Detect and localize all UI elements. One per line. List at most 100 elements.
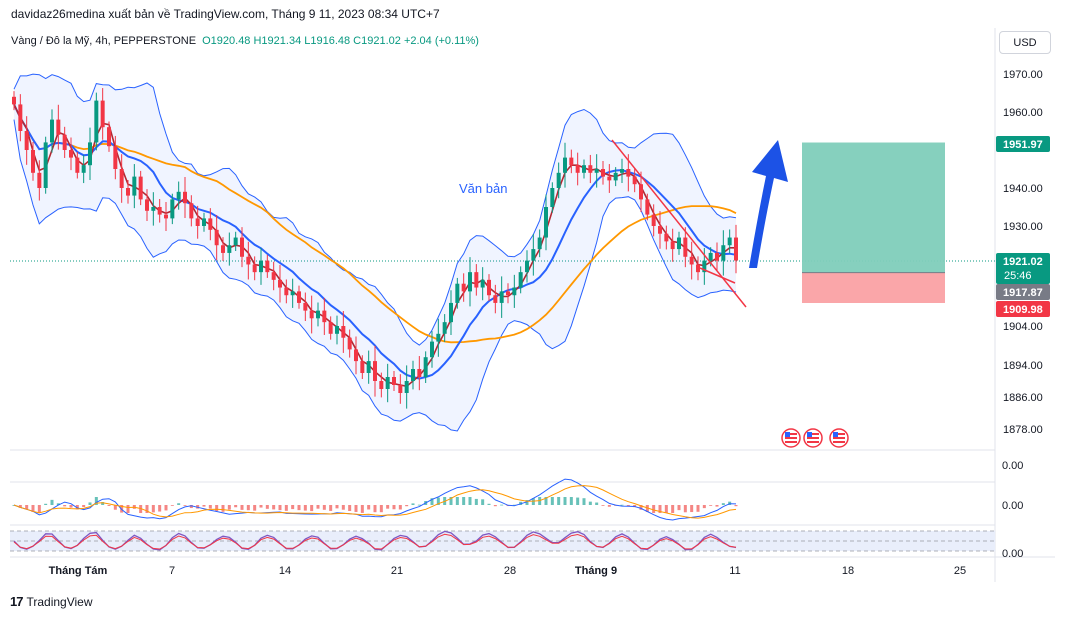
- macd-histogram-bar: [107, 505, 111, 506]
- trendline-lower[interactable]: [699, 267, 736, 284]
- macd-histogram-bar: [253, 505, 257, 511]
- candle-body: [119, 169, 124, 188]
- candle-body: [734, 237, 738, 261]
- macd-histogram-bar: [474, 498, 478, 505]
- candle-body: [373, 361, 377, 381]
- time-tick-label: 14: [279, 565, 291, 577]
- candle-body: [366, 361, 371, 373]
- macd-histogram-bar: [164, 505, 168, 511]
- bollinger-fill: [14, 74, 736, 431]
- candle-body: [677, 237, 681, 250]
- candle-body: [56, 119, 61, 135]
- macd-histogram-bar: [50, 499, 54, 505]
- macd-histogram-bar: [63, 505, 67, 507]
- macd-histogram-bar: [37, 505, 41, 513]
- macd-histogram-bar: [341, 505, 345, 510]
- candle-body: [62, 134, 67, 150]
- price-axis[interactable]: 1970.00 1960.00 1940.00 1930.00 1904.00 1894.…: [1003, 69, 1043, 436]
- macd-histogram-bar: [493, 505, 497, 507]
- time-tick-label: 11: [729, 565, 740, 577]
- macd-histogram-bar: [82, 505, 86, 508]
- oscillator-panels: [12, 478, 738, 551]
- tradingview-logo[interactable]: 17 TradingView: [10, 594, 93, 609]
- macd-histogram-bar: [221, 505, 225, 512]
- economic-event-icons[interactable]: [781, 428, 849, 448]
- macd-histogram-bar: [126, 505, 130, 513]
- macd-histogram-bar: [677, 505, 681, 511]
- candle-body: [430, 341, 434, 358]
- macd-histogram-bar: [183, 505, 187, 506]
- candle-body: [449, 302, 453, 323]
- candle-body: [499, 291, 504, 303]
- macd-histogram-bar: [291, 505, 295, 510]
- candle-body: [309, 310, 314, 319]
- trade-position-box[interactable]: [802, 142, 945, 303]
- candle-body: [626, 169, 631, 177]
- macd-histogram-bar: [645, 505, 649, 512]
- macd-histogram-bar: [430, 498, 434, 505]
- candle-body: [354, 349, 358, 362]
- us-flag-icon[interactable]: [781, 428, 801, 448]
- macd-histogram-bar: [329, 505, 333, 511]
- publisher-line: davidaz26medina xuất bản về TradingView.…: [11, 7, 440, 21]
- symbol-name[interactable]: Vàng / Đô la Mỹ, 4h, PEPPERSTONE: [11, 35, 197, 47]
- candle-body: [525, 260, 529, 273]
- macd-histogram-bar: [658, 505, 662, 513]
- trendline-upper[interactable]: [611, 139, 747, 308]
- candle-body: [88, 142, 92, 166]
- macd-histogram-bar: [626, 505, 630, 506]
- currency-button[interactable]: USD: [999, 31, 1051, 54]
- macd-histogram-bar: [360, 505, 364, 513]
- macd-histogram-bar: [500, 504, 504, 506]
- time-tick-label: Tháng Tám: [49, 565, 108, 577]
- candle-body: [455, 283, 460, 303]
- price-tick-label: 1886.00: [1003, 392, 1043, 404]
- candle-body: [328, 322, 333, 334]
- tradingview-logo-icon: 17: [10, 594, 24, 609]
- candle-body: [360, 361, 365, 373]
- macd-zero-label: 0.00: [1002, 500, 1023, 512]
- candle-body: [550, 188, 555, 207]
- candle-body: [392, 377, 396, 385]
- candle-body: [214, 229, 219, 246]
- candle-body: [69, 150, 73, 158]
- us-flag-icon[interactable]: [829, 428, 849, 448]
- price-tick-label: 1894.00: [1003, 360, 1043, 372]
- text-annotation[interactable]: Văn bản: [459, 181, 507, 196]
- svg-text:1921.02: 1921.02: [1003, 256, 1043, 268]
- macd-histogram-bar: [208, 505, 212, 509]
- macd-histogram-bar: [715, 505, 719, 507]
- candle-body: [290, 291, 295, 296]
- macd-histogram-bar: [455, 497, 459, 505]
- candle-body: [639, 184, 643, 200]
- candle-body: [151, 207, 156, 211]
- candle-body: [702, 260, 707, 273]
- macd-histogram-bar: [44, 503, 48, 505]
- candle-body: [664, 233, 669, 242]
- candle-body: [708, 252, 713, 261]
- macd-histogram-bar: [696, 505, 700, 512]
- time-tick-label: Tháng 9: [575, 565, 617, 577]
- time-tick-label: 21: [391, 565, 403, 577]
- macd-histogram-bar: [386, 505, 390, 509]
- macd-histogram-bar: [215, 505, 219, 511]
- up-arrow-icon[interactable]: [749, 140, 788, 268]
- candle-body: [221, 245, 225, 253]
- candle-body: [556, 172, 561, 188]
- macd-histogram-bar: [284, 505, 288, 511]
- macd-histogram-bar: [25, 505, 29, 510]
- us-flag-icon[interactable]: [803, 428, 823, 448]
- candle-body: [537, 237, 542, 250]
- time-axis[interactable]: Tháng Tám 7 14 21 28 Tháng 9 11 18 25: [49, 565, 966, 577]
- macd-histogram-bar: [234, 505, 238, 508]
- candle-body: [696, 264, 700, 273]
- macd-histogram-bar: [101, 502, 105, 505]
- candle-body: [24, 131, 29, 150]
- macd-histogram-bar: [151, 505, 155, 513]
- candle-body: [208, 218, 213, 230]
- symbol-info[interactable]: Vàng / Đô la Mỹ, 4h, PEPPERSTONE O1920.4…: [11, 35, 479, 47]
- candle-body: [670, 241, 675, 250]
- candle-body: [651, 214, 656, 226]
- macd-histogram-bar: [398, 505, 402, 510]
